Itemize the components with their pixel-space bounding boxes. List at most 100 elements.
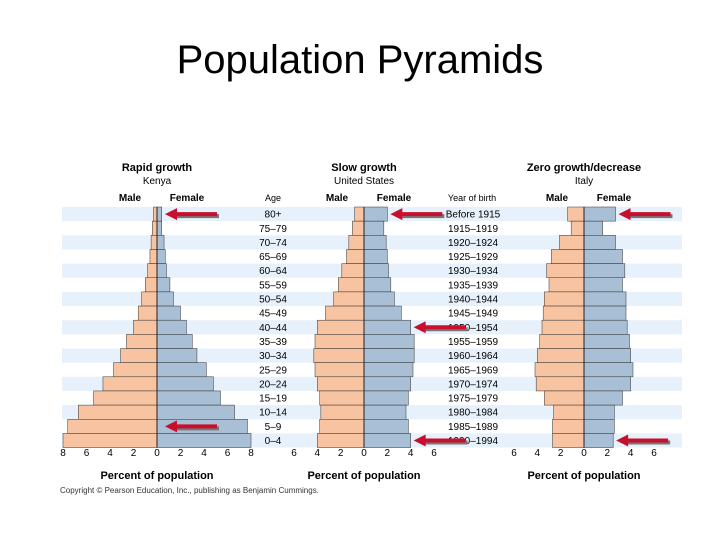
male-bar (570, 220, 585, 236)
male-bar (553, 404, 585, 420)
female-bar (156, 249, 166, 264)
female-bar (363, 433, 411, 448)
age-label: 65–69 (259, 252, 287, 263)
female-bar (583, 334, 630, 349)
x-axis-label: Percent of population (527, 470, 640, 482)
male-bar (319, 390, 365, 406)
highlight-arrow (165, 208, 219, 221)
female-bar (363, 334, 415, 349)
highlight-arrow (413, 434, 468, 447)
female-bar (363, 235, 387, 250)
male-bar (544, 291, 585, 307)
bars (62, 206, 634, 448)
x-tick-label: 6 (651, 448, 657, 459)
birth-year-label: 1980–1984 (448, 408, 498, 419)
female-bar (363, 419, 409, 434)
age-label: 15–19 (259, 394, 287, 405)
birth-year-label: 1970–1974 (448, 379, 498, 390)
x-tick-label: 4 (201, 448, 207, 459)
age-label: 40–44 (259, 323, 287, 334)
x-tick-label: 2 (178, 448, 184, 459)
x-tick-label: 2 (338, 448, 344, 459)
slide-title: Population Pyramids (176, 38, 544, 82)
x-tick-label: 2 (131, 448, 137, 459)
female-bar (583, 220, 603, 236)
highlight-arrow (390, 208, 445, 221)
female-bar (156, 433, 252, 448)
female-bar (156, 220, 162, 236)
male-bar (544, 390, 585, 406)
male-bar (133, 319, 158, 335)
birth-year-label: 1985–1989 (448, 422, 498, 433)
male-bar (152, 220, 158, 236)
age-label: 20–24 (259, 379, 287, 390)
female-bar (363, 305, 402, 321)
male-bar (141, 291, 158, 307)
pyramid-title: Zero growth/decrease (527, 162, 641, 174)
pyramid-title: Rapid growth (122, 162, 193, 174)
female-bar (156, 390, 221, 406)
highlight-arrow (616, 434, 671, 447)
age-label: 60–64 (259, 266, 287, 277)
female-bar (583, 263, 626, 279)
female-bar (363, 319, 411, 335)
female-bar (583, 277, 623, 293)
x-tick-label: 4 (408, 448, 414, 459)
female-bar (363, 390, 409, 406)
birth-year-label: 1950–1954 (448, 323, 498, 334)
age-label: 45–49 (259, 309, 287, 320)
birth-year-label: 1930–1934 (448, 266, 498, 277)
x-tick-label: 6 (225, 448, 231, 459)
x-tick-label: 6 (291, 448, 297, 459)
male-bar (153, 206, 158, 222)
age-label: 5–9 (265, 422, 282, 433)
labels: Age Year of birth 80+ 75–79 70–74 65–69 60–64 5… (60, 162, 657, 482)
male-bar (551, 249, 585, 264)
male-bar (149, 249, 158, 264)
male-bar (113, 362, 158, 378)
male-bar (542, 305, 585, 321)
age-label: 25–29 (259, 365, 287, 376)
x-tick-label: 0 (581, 448, 587, 459)
x-axis-label: Percent of population (100, 470, 213, 482)
male-bar (317, 319, 365, 335)
x-tick-label: 2 (605, 448, 611, 459)
male-bar (319, 419, 365, 434)
female-bar (156, 206, 162, 222)
male-bar (537, 348, 585, 363)
birth-year-label: 1925–1929 (448, 252, 498, 263)
x-tick-label: 8 (60, 448, 66, 459)
female-header: Female (377, 193, 412, 204)
male-bar (126, 334, 158, 349)
male-bar (320, 404, 365, 420)
age-label: 70–74 (259, 238, 287, 249)
male-bar (150, 235, 158, 250)
female-bar (156, 277, 171, 293)
birth-year-label: Before 1915 (446, 210, 501, 221)
female-bar (363, 291, 395, 307)
x-tick-label: 4 (107, 448, 113, 459)
x-tick-label: 0 (361, 448, 367, 459)
female-bar (156, 235, 165, 250)
male-bar (317, 433, 365, 448)
female-bar (583, 249, 623, 264)
x-tick-label: 0 (154, 448, 160, 459)
birth-year-header: Year of birth (448, 193, 496, 203)
female-bar (156, 376, 214, 392)
female-bar (583, 319, 628, 335)
male-bar (559, 235, 585, 250)
male-bar (352, 220, 365, 236)
female-bar (583, 305, 627, 321)
male-bar (62, 433, 158, 448)
x-tick-label: 8 (248, 448, 254, 459)
birth-year-label: 1920–1924 (448, 238, 498, 249)
female-header: Female (597, 193, 632, 204)
male-bar (120, 348, 158, 363)
birth-year-label: 1935–1939 (448, 280, 498, 291)
female-bar (583, 376, 631, 392)
pyramid-title: Slow growth (331, 162, 397, 174)
age-label: 75–79 (259, 224, 287, 235)
female-bar (583, 348, 631, 363)
male-bar (535, 376, 585, 392)
